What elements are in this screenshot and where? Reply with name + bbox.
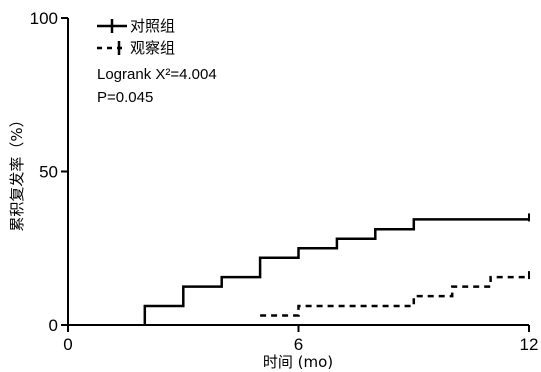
x-axis-title: 时间 (mo)	[263, 353, 333, 371]
legend-item-observation: 观察组	[97, 39, 175, 57]
legend-label-observation: 观察组	[130, 39, 175, 57]
y-tick-label: 100	[30, 9, 58, 28]
legend-label-control: 对照组	[130, 17, 175, 35]
legend: 对照组 观察组	[97, 17, 175, 57]
y-tick-label: 0	[49, 316, 58, 335]
logrank-annotation: Logrank X²=4.004	[97, 66, 217, 83]
x-tick-label: 6	[294, 335, 303, 354]
axes	[67, 18, 529, 326]
series-layer	[143, 213, 530, 325]
series-line-observation	[260, 275, 529, 317]
y-tick-label: 50	[39, 163, 58, 182]
p-value-annotation: P=0.045	[97, 89, 153, 106]
x-tick-label: 0	[63, 335, 72, 354]
x-tick-label: 12	[520, 335, 539, 354]
legend-item-control: 对照组	[97, 17, 175, 35]
ticks	[61, 17, 530, 332]
y-axis-title: 累积复发率（%）	[8, 112, 26, 231]
series-line-control	[143, 218, 529, 325]
tick-labels: 0 6 12 0 50 100	[30, 9, 539, 354]
